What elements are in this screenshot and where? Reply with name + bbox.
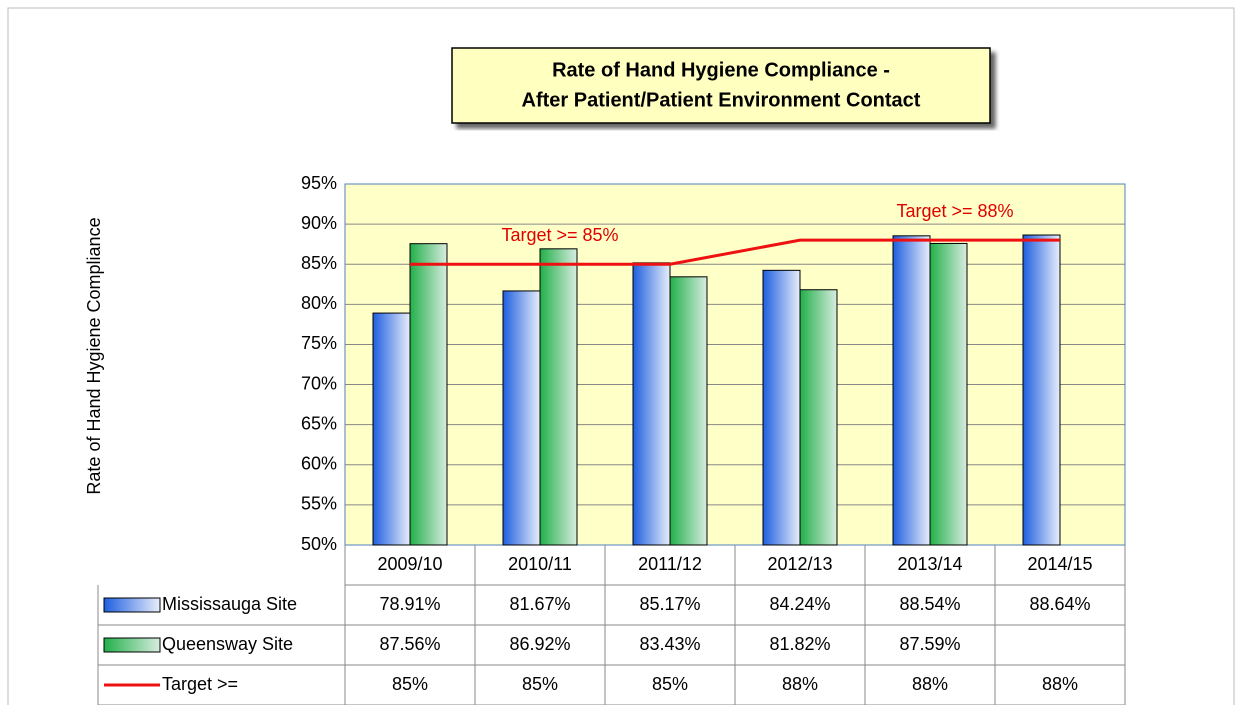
- y-tick-label: 95%: [301, 173, 337, 193]
- data-label: 85%: [652, 674, 688, 694]
- data-label: 85%: [522, 674, 558, 694]
- bar: [929, 242, 968, 546]
- bar: [669, 276, 708, 546]
- data-label: 85%: [392, 674, 428, 694]
- bar: [1022, 234, 1061, 546]
- bar: [892, 235, 931, 546]
- annotation: Target >= 85%: [501, 225, 618, 245]
- data-label: 78.91%: [379, 594, 440, 614]
- legend-label: Target >=: [162, 674, 238, 694]
- data-label: 81.67%: [509, 594, 570, 614]
- y-tick-label: 70%: [301, 373, 337, 393]
- data-label: 81.82%: [769, 634, 830, 654]
- data-label: 88.54%: [899, 594, 960, 614]
- chart-title: Rate of Hand Hygiene Compliance -: [552, 59, 890, 81]
- bar: [372, 312, 411, 546]
- data-label: 83.43%: [639, 634, 700, 654]
- data-label: 88%: [1042, 674, 1078, 694]
- title-box: [451, 47, 991, 124]
- y-tick-label: 55%: [301, 494, 337, 514]
- y-tick-label: 85%: [301, 253, 337, 273]
- bar: [502, 290, 541, 546]
- x-tick-label: 2010/11: [508, 554, 572, 574]
- data-label: 88%: [912, 674, 948, 694]
- frame: [7, 7, 1235, 705]
- chart-title: After Patient/Patient Environment Contac…: [522, 89, 921, 111]
- legend-label: Queensway Site: [162, 634, 293, 654]
- y-tick-label: 90%: [301, 213, 337, 233]
- plot-area: [345, 184, 1125, 545]
- data-label: 85.17%: [639, 594, 700, 614]
- data-label: 88.64%: [1029, 594, 1090, 614]
- x-tick-label: 2013/14: [897, 554, 962, 574]
- legend-swatch: [103, 597, 161, 613]
- x-tick-label: 2011/12: [638, 554, 702, 574]
- x-tick-label: 2009/10: [377, 554, 442, 574]
- y-tick-label: 60%: [301, 454, 337, 474]
- bar: [409, 243, 448, 546]
- legend-swatch: [103, 637, 161, 653]
- bar: [799, 289, 838, 546]
- bar: [539, 248, 578, 546]
- x-tick-label: 2012/13: [767, 554, 832, 574]
- target-line: [410, 238, 1060, 266]
- data-label: 87.59%: [899, 634, 960, 654]
- y-tick-label: 50%: [301, 534, 337, 554]
- y-tick-label: 80%: [301, 293, 337, 313]
- y-axis-label: Rate of Hand Hygiene Compliance: [84, 217, 104, 494]
- y-tick-label: 75%: [301, 333, 337, 353]
- bar: [762, 269, 801, 546]
- bar: [632, 262, 671, 546]
- data-label: 88%: [782, 674, 818, 694]
- data-label: 84.24%: [769, 594, 830, 614]
- legend-label: Mississauga Site: [162, 594, 297, 614]
- x-tick-label: 2014/15: [1027, 554, 1092, 574]
- data-label: 87.56%: [379, 634, 440, 654]
- annotation: Target >= 88%: [896, 201, 1013, 221]
- y-tick-label: 65%: [301, 413, 337, 433]
- data-label: 86.92%: [509, 634, 570, 654]
